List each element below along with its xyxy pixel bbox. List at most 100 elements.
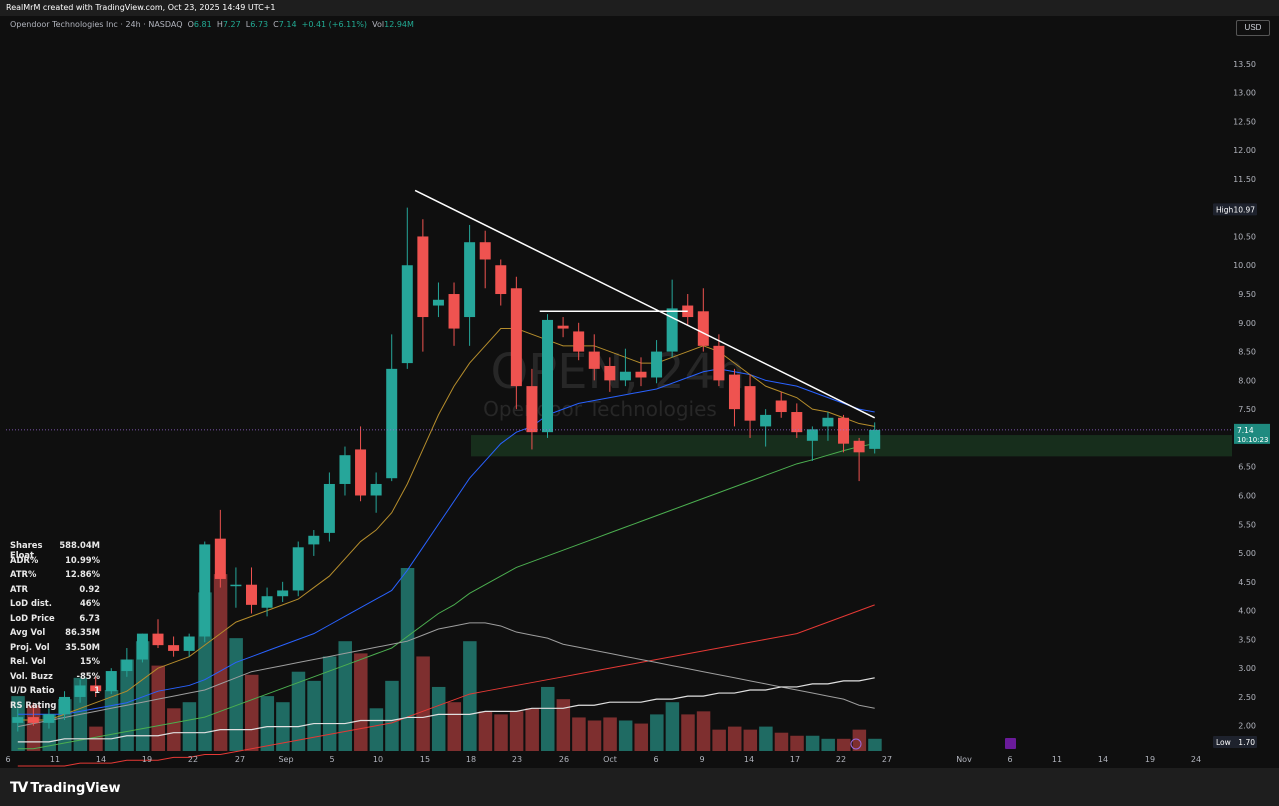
time-tick-label: 17 bbox=[790, 755, 800, 764]
candle-body bbox=[760, 414, 772, 427]
countdown-value: 10:10:23 bbox=[1237, 436, 1268, 444]
change-value: +0.41 (+6.11%) bbox=[301, 20, 368, 29]
descending-trendline bbox=[414, 189, 876, 419]
stats-label: Vol. Buzz bbox=[10, 670, 53, 681]
volume-slow-line bbox=[17, 677, 875, 743]
volume-bar bbox=[821, 738, 835, 751]
time-tick-label: 24 bbox=[1191, 755, 1201, 764]
volume-bar bbox=[291, 671, 306, 751]
price-tick-label: 9.50 bbox=[1238, 290, 1256, 299]
volume-bar bbox=[369, 708, 384, 751]
stats-label: LoD dist. bbox=[10, 598, 52, 608]
time-tick-label: 26 bbox=[559, 755, 569, 764]
currency-button[interactable]: USD bbox=[1236, 20, 1270, 36]
candle-body bbox=[853, 440, 865, 453]
candle-body bbox=[869, 429, 881, 449]
stats-label: ATR% bbox=[10, 569, 37, 579]
time-tick-label: 9 bbox=[699, 755, 704, 764]
stats-row: ATR% 12.86% bbox=[10, 569, 100, 584]
candle-body bbox=[370, 483, 382, 496]
time-tick-label: 5 bbox=[329, 755, 334, 764]
tradingview-logo[interactable]: TV TradingView bbox=[10, 780, 120, 796]
volume-bar bbox=[759, 726, 773, 751]
price-tick-label: 12.00 bbox=[1233, 146, 1256, 155]
price-tick-label: 11.50 bbox=[1233, 175, 1256, 184]
high-value: 7.27 bbox=[222, 20, 241, 29]
bottom-bar bbox=[0, 768, 1279, 806]
price-tick-label: 3.00 bbox=[1238, 664, 1256, 673]
high-badge: High 10.97 bbox=[1213, 203, 1257, 216]
time-tick-label: 14 bbox=[96, 755, 106, 764]
volume-bar bbox=[696, 711, 711, 751]
stats-row: LoD dist. 46% bbox=[10, 598, 100, 613]
time-tick-label: 22 bbox=[188, 755, 198, 764]
volume-bar bbox=[244, 674, 259, 751]
candle-body bbox=[292, 547, 304, 591]
price-tick-label: 4.50 bbox=[1238, 578, 1256, 587]
candle-body bbox=[666, 308, 678, 352]
stats-label: Proj. Vol bbox=[10, 641, 50, 652]
candle-body bbox=[152, 633, 164, 646]
volume-bar bbox=[213, 574, 228, 751]
stats-row: LoD Price 6.73 bbox=[10, 613, 100, 628]
volume-avg-line bbox=[17, 622, 875, 728]
stats-row: Shares Float 588.04M bbox=[10, 540, 100, 560]
volume-bar bbox=[541, 686, 555, 751]
candle-body bbox=[401, 265, 413, 364]
time-tick-label: 15 bbox=[420, 755, 430, 764]
tradingview-logo-icon: TV bbox=[10, 780, 28, 796]
volume-bar bbox=[681, 714, 695, 751]
created-by-text: RealMrM created with TradingView.com, Oc… bbox=[6, 3, 276, 12]
time-tick-label: 6 bbox=[5, 755, 10, 764]
price-tick-label: 4.00 bbox=[1238, 607, 1256, 616]
price-tick-label: 8.00 bbox=[1238, 376, 1256, 385]
volume-bar bbox=[743, 729, 758, 751]
price-tick-label: 2.00 bbox=[1238, 722, 1256, 731]
stats-table: Shares Float 588.04M ADR% 10.99% ATR% 12.86% A… bbox=[10, 540, 100, 714]
volume-value: 12.94M bbox=[384, 20, 414, 29]
candle-body bbox=[386, 368, 398, 479]
volume-bar bbox=[416, 656, 430, 751]
stats-label: ADR% bbox=[10, 554, 39, 565]
stats-row: Avg Vol 86.35M bbox=[10, 627, 100, 642]
close-value: 7.14 bbox=[278, 20, 297, 29]
time-tick-label: 22 bbox=[836, 755, 846, 764]
candle-body bbox=[245, 584, 257, 605]
price-tick-label: 9.00 bbox=[1238, 319, 1256, 328]
volume-bar bbox=[431, 686, 446, 751]
candle-body bbox=[355, 449, 367, 496]
symbol-name: Opendoor Technologies Inc · 24h · NASDAQ bbox=[10, 20, 183, 29]
stats-label: Shares Float bbox=[10, 540, 43, 560]
candle-body bbox=[728, 374, 740, 410]
volume-bar bbox=[260, 696, 275, 751]
candle-body bbox=[542, 319, 554, 433]
volume-bar bbox=[229, 638, 243, 751]
high-badge-bg bbox=[1213, 203, 1257, 216]
stats-value: 35.50M bbox=[65, 641, 100, 652]
candle-body bbox=[432, 299, 444, 306]
candle-body bbox=[588, 351, 600, 369]
volume-label: Vol bbox=[372, 20, 385, 29]
volume-bar bbox=[509, 711, 524, 751]
volume-bar bbox=[26, 705, 41, 751]
volume-bar bbox=[556, 699, 571, 751]
stats-row: U/D Ratio 1 bbox=[10, 685, 100, 700]
open-label: O bbox=[187, 20, 194, 29]
candle-body bbox=[822, 417, 834, 427]
stats-row: Vol. Buzz -85% bbox=[10, 671, 100, 686]
time-tick-label: 11 bbox=[50, 755, 60, 764]
price-tick-label: 5.00 bbox=[1238, 549, 1256, 558]
price-tick-label: 7.50 bbox=[1238, 405, 1256, 414]
volume-bar bbox=[572, 717, 586, 751]
time-tick-label: 27 bbox=[235, 755, 245, 764]
ema-21-line bbox=[17, 368, 875, 715]
price-tick-label: 13.50 bbox=[1233, 60, 1256, 69]
volume-bar bbox=[712, 729, 726, 751]
time-tick-label: 11 bbox=[1052, 755, 1062, 764]
candle-body bbox=[526, 386, 538, 433]
volume-bar bbox=[587, 720, 602, 751]
volume-bar bbox=[603, 717, 617, 751]
volume-bar bbox=[338, 641, 352, 751]
price-tick-label: 8.50 bbox=[1238, 348, 1256, 357]
